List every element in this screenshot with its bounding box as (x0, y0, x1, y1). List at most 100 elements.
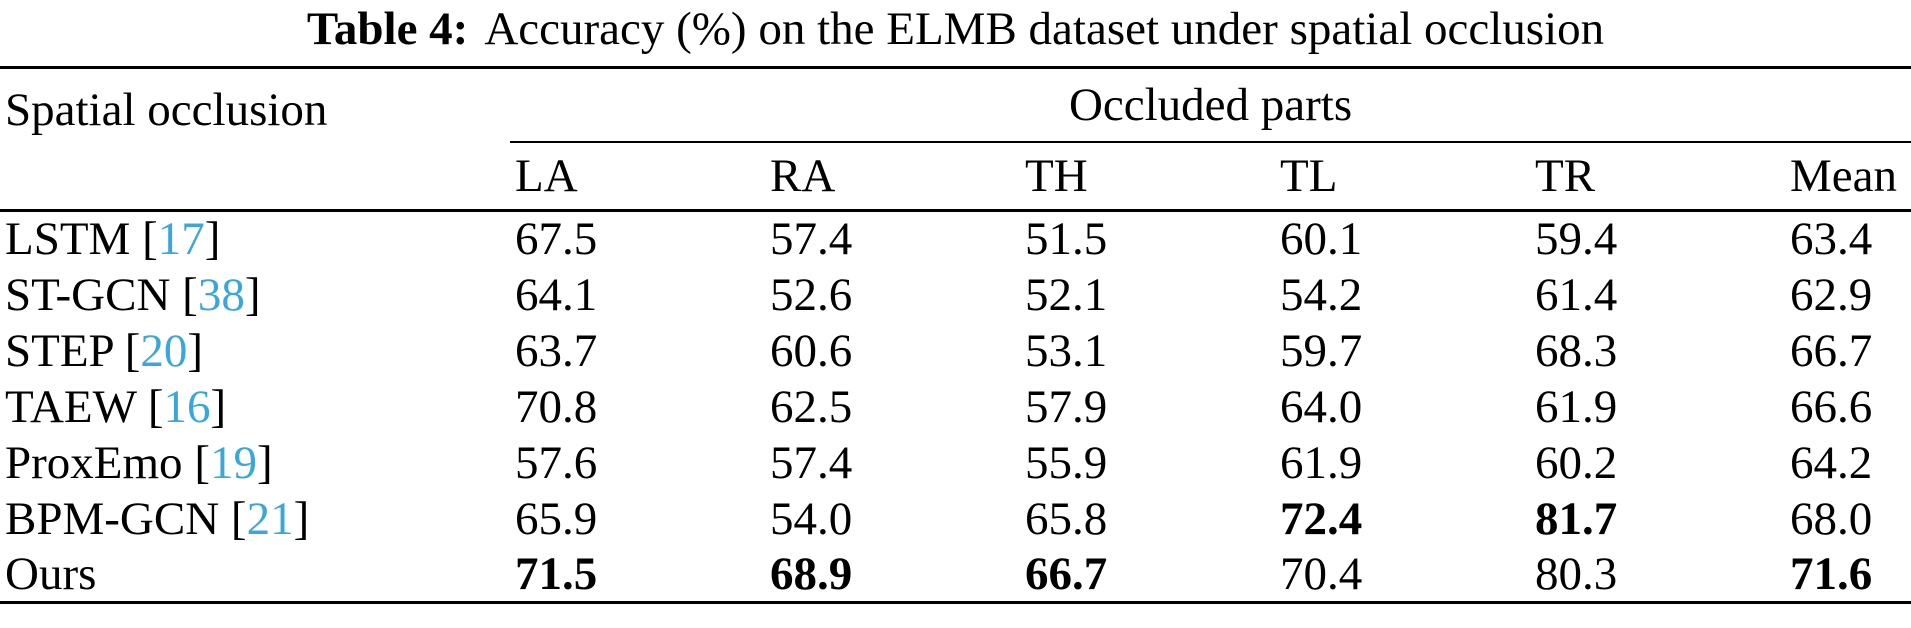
value-cell-mean: 64.2 (1790, 436, 1873, 489)
value-cell-tr: 81.7 (1535, 492, 1618, 545)
citation-close-bracket: ] (187, 324, 204, 377)
value-cell-ra: 54.0 (770, 492, 853, 545)
citation-open-bracket: [ (230, 492, 247, 545)
method-name: BPM-GCN (5, 492, 220, 545)
value-cell-mean: 66.7 (1790, 324, 1873, 377)
method-cell: LSTM [17] (0, 211, 510, 267)
value-cell-ra: 57.4 (770, 213, 853, 266)
table-row-bpmgcn: BPM-GCN [21] 65.9 54.0 65.8 72.4 81.7 68… (0, 491, 1911, 547)
column-header-th: TH (1020, 141, 1275, 212)
value-cell-th: 51.5 (1025, 213, 1108, 266)
value-cell-th: 66.7 (1025, 547, 1108, 600)
value-cell-tl: 64.0 (1280, 380, 1363, 433)
citation-open-bracket: [ (147, 380, 164, 433)
citation-close-bracket: ] (210, 380, 227, 433)
table-caption: Table 4: Accuracy (%) on the ELMB datase… (0, 0, 1911, 66)
table-row-taew: TAEW [16] 70.8 62.5 57.9 64.0 61.9 66.6 (0, 379, 1911, 435)
value-cell-ra: 62.5 (770, 380, 853, 433)
method-cell: ProxEmo [19] (0, 435, 510, 491)
value-cell-th: 52.1 (1025, 268, 1108, 321)
citation-open-bracket: [ (182, 268, 198, 321)
value-cell-ra: 60.6 (770, 324, 853, 377)
value-cell-tl: 72.4 (1280, 492, 1363, 545)
citation-open-bracket: [ (142, 213, 158, 266)
value-cell-ra: 52.6 (770, 268, 853, 321)
citation-link[interactable]: [19] (194, 437, 272, 489)
value-cell-tl: 60.1 (1280, 213, 1363, 266)
value-cell-tl: 61.9 (1280, 436, 1363, 489)
value-cell-tr: 59.4 (1535, 213, 1618, 266)
value-cell-mean: 62.9 (1790, 268, 1873, 321)
column-header-tl: TL (1275, 141, 1530, 212)
header-columns-row: LA RA TH TL TR Mean (0, 141, 1911, 212)
method-name: Ours (5, 547, 97, 600)
citation-open-bracket: [ (124, 324, 141, 377)
header-group-row: Spatial occlusion Occluded parts (0, 67, 1911, 212)
column-header-tr: TR (1530, 141, 1785, 212)
citation-close-bracket: ] (293, 492, 310, 545)
table-row-stgcn: ST-GCN [38] 64.1 52.6 52.1 54.2 61.4 62.… (0, 267, 1911, 323)
value-cell-th: 57.9 (1025, 380, 1108, 433)
value-cell-la: 65.9 (515, 492, 598, 545)
citation-link[interactable]: [21] (231, 493, 309, 545)
table-row-step: STEP [20] 63.7 60.6 53.1 59.7 68.3 66.7 (0, 323, 1911, 379)
citation-number[interactable]: 19 (209, 436, 257, 489)
value-cell-tl: 59.7 (1280, 324, 1363, 377)
method-cell: TAEW [16] (0, 379, 510, 435)
value-cell-tr: 80.3 (1535, 547, 1618, 600)
value-cell-tr: 61.9 (1535, 380, 1618, 433)
table-row-ours: Ours [] 71.5 68.9 66.7 70.4 80.3 71.6 (0, 547, 1911, 603)
citation-number[interactable]: 17 (157, 213, 205, 266)
value-cell-la: 64.1 (515, 268, 598, 321)
value-cell-tl: 70.4 (1280, 547, 1363, 600)
citation-number[interactable]: 16 (163, 380, 211, 433)
value-cell-mean: 68.0 (1790, 492, 1873, 545)
value-cell-mean: 63.4 (1790, 213, 1873, 266)
method-cell: STEP [20] (0, 323, 510, 379)
method-name: STEP (5, 324, 113, 377)
value-cell-tr: 61.4 (1535, 268, 1618, 321)
citation-number[interactable]: 20 (140, 324, 188, 377)
value-cell-ra: 57.4 (770, 436, 853, 489)
table-caption-text: Accuracy (%) on the ELMB dataset under s… (484, 3, 1605, 55)
value-cell-la: 57.6 (515, 436, 598, 489)
citation-close-bracket: ] (256, 436, 273, 489)
value-cell-mean: 71.6 (1790, 547, 1873, 600)
value-cell-mean: 66.6 (1790, 380, 1873, 433)
citation-link[interactable]: [16] (148, 381, 226, 433)
method-cell: Ours [] (0, 547, 510, 603)
column-header-ra: RA (765, 141, 1020, 212)
method-cell: ST-GCN [38] (0, 267, 510, 323)
citation-number[interactable]: 21 (246, 492, 294, 545)
value-cell-la: 63.7 (515, 324, 598, 377)
citation-number[interactable]: 38 (197, 268, 245, 321)
method-name: LSTM (5, 213, 131, 266)
method-name: ProxEmo (5, 436, 183, 489)
value-cell-th: 65.8 (1025, 492, 1108, 545)
citation-link[interactable]: [38] (182, 269, 260, 321)
value-cell-tr: 60.2 (1535, 436, 1618, 489)
value-cell-la: 70.8 (515, 380, 598, 433)
corner-header: Spatial occlusion (0, 67, 510, 212)
citation-open-bracket: [ (194, 436, 210, 489)
method-name: TAEW (5, 380, 137, 433)
table-row-proxemo: ProxEmo [19] 57.6 57.4 55.9 61.9 60.2 64… (0, 435, 1911, 491)
value-cell-th: 55.9 (1025, 436, 1108, 489)
citation-close-bracket: ] (204, 213, 221, 266)
method-cell: BPM-GCN [21] (0, 491, 510, 547)
group-header-occluded-parts: Occluded parts (510, 67, 1911, 143)
results-table: Spatial occlusion Occluded parts LA RA T… (0, 66, 1911, 604)
method-name: ST-GCN (5, 268, 171, 321)
citation-link[interactable]: [17] (142, 213, 220, 265)
value-cell-la: 71.5 (515, 547, 598, 600)
table-caption-label: Table 4: (306, 3, 469, 55)
value-cell-ra: 68.9 (770, 547, 853, 600)
value-cell-la: 67.5 (515, 213, 598, 266)
citation-link[interactable]: [20] (125, 325, 203, 377)
column-header-la: LA (510, 141, 765, 212)
value-cell-tr: 68.3 (1535, 324, 1618, 377)
column-header-mean: Mean (1785, 141, 1911, 212)
table-row-lstm: LSTM [17] 67.5 57.4 51.5 60.1 59.4 63.4 (0, 211, 1911, 267)
value-cell-tl: 54.2 (1280, 268, 1363, 321)
